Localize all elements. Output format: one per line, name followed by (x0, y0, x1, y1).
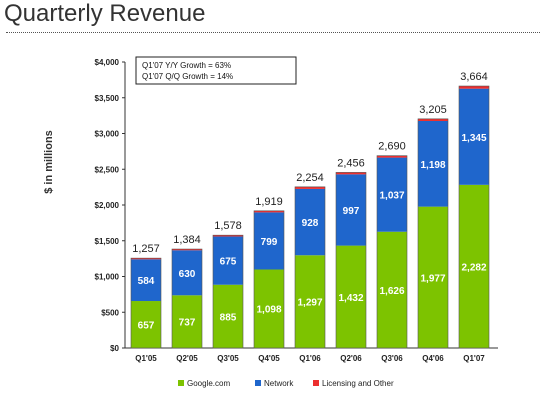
legend-label: Licensing and Other (322, 379, 394, 388)
segment-value-label: 1,432 (338, 293, 363, 304)
bar-segment (213, 284, 243, 348)
segment-value-label: 928 (302, 218, 319, 229)
total-value-label: 3,205 (419, 104, 447, 116)
y-tick-label: $3,500 (95, 94, 120, 103)
y-axis-label: $ in millions (43, 130, 55, 194)
bar-segment (213, 236, 243, 285)
legend-swatch (255, 380, 261, 386)
bar-outline (212, 234, 244, 349)
segment-value-label: 1,345 (461, 133, 486, 144)
y-tick-label: $4,000 (95, 58, 120, 67)
bar-outline (417, 118, 449, 349)
segment-value-label: 997 (343, 206, 360, 217)
y-tick-label: $2,500 (95, 165, 120, 174)
total-value-label: 1,257 (132, 243, 160, 255)
bar-outline (171, 248, 203, 349)
bar-segment (172, 250, 202, 296)
bar-segment (131, 259, 161, 302)
x-tick-label: Q2'06 (340, 354, 362, 363)
chart-legend: Google.com Network Licensing and Other (178, 379, 394, 388)
x-tick-label: Q3'06 (381, 354, 403, 363)
bar-outline (376, 155, 408, 349)
title-divider (6, 32, 540, 33)
total-value-label: 1,919 (255, 196, 283, 208)
bar-outline (335, 172, 367, 349)
y-tick-label: $3,000 (95, 130, 120, 139)
bar-segment (295, 186, 325, 189)
y-tick-label: $2,000 (95, 201, 120, 210)
legend-swatch (313, 380, 319, 386)
bar-segment (459, 86, 489, 89)
bar-segment (377, 155, 407, 158)
segment-value-label: 630 (179, 269, 196, 280)
y-tick-label: $0 (110, 344, 119, 353)
segment-value-label: 885 (220, 312, 237, 323)
bar-outline (294, 186, 326, 349)
segment-value-label: 1,198 (420, 160, 445, 171)
legend-swatch (178, 380, 184, 386)
bar-segment (336, 172, 366, 175)
bar-segment (172, 295, 202, 348)
total-value-label: 2,456 (337, 157, 365, 169)
bar-segment (295, 188, 325, 256)
bar-segment (377, 231, 407, 348)
bar-segment (131, 258, 161, 260)
legend-label: Network (264, 379, 294, 388)
x-tick-label: Q4'05 (258, 354, 280, 363)
x-tick-label: Q1'06 (299, 354, 321, 363)
y-tick-label: $500 (101, 308, 119, 317)
bar-segment (377, 157, 407, 232)
growth-annotation-box: Q1'07 Y/Y Growth = 63% Q1'07 Q/Q Growth … (135, 56, 297, 85)
bar-segment (172, 249, 202, 251)
bar-segment (336, 174, 366, 246)
bar-segment (336, 245, 366, 348)
segment-value-label: 675 (220, 257, 237, 268)
segment-value-label: 737 (179, 318, 196, 329)
total-value-label: 3,664 (460, 71, 488, 83)
bar-outline (458, 85, 490, 349)
total-value-label: 2,690 (378, 141, 406, 153)
total-value-label: 1,578 (214, 220, 242, 232)
bar-segment (418, 206, 448, 348)
annotation-frame (135, 56, 297, 85)
x-tick-label: Q2'05 (176, 354, 198, 363)
segment-value-label: 1,626 (379, 286, 404, 297)
bar-segment (459, 184, 489, 348)
bar-segment (418, 120, 448, 207)
bar-segment (254, 212, 284, 270)
annotation-line: Q1'07 Q/Q Growth = 14% (142, 72, 233, 81)
x-tick-label: Q1'05 (135, 354, 157, 363)
total-value-label: 2,254 (296, 172, 324, 184)
bar-segment (213, 235, 243, 237)
bar-segment (459, 88, 489, 185)
segment-value-label: 1,297 (297, 298, 322, 309)
segment-value-label: 1,977 (420, 273, 445, 284)
segment-value-label: 1,098 (256, 305, 281, 316)
bar-segment (254, 269, 284, 348)
segment-value-label: 799 (261, 237, 278, 248)
bar-segment (295, 255, 325, 348)
bar-outline (130, 257, 162, 349)
x-tick-label: Q1'07 (463, 354, 485, 363)
y-tick-label: $1,000 (95, 273, 120, 282)
legend-label: Google.com (187, 379, 230, 388)
bar-segment (254, 210, 284, 213)
annotation-line: Q1'07 Y/Y Growth = 63% (142, 61, 231, 70)
bar-segment (131, 301, 161, 348)
segment-value-label: 2,282 (461, 262, 486, 273)
x-tick-label: Q4'06 (422, 354, 444, 363)
y-tick-label: $1,500 (95, 237, 120, 246)
segment-value-label: 1,037 (379, 191, 404, 202)
total-value-label: 1,384 (173, 234, 201, 246)
segment-value-label: 657 (138, 321, 155, 332)
page-title: Quarterly Revenue (4, 0, 206, 27)
x-tick-label: Q3'05 (217, 354, 239, 363)
segment-value-label: 584 (138, 276, 155, 287)
bar-outline (253, 210, 285, 349)
bar-segment (418, 118, 448, 121)
